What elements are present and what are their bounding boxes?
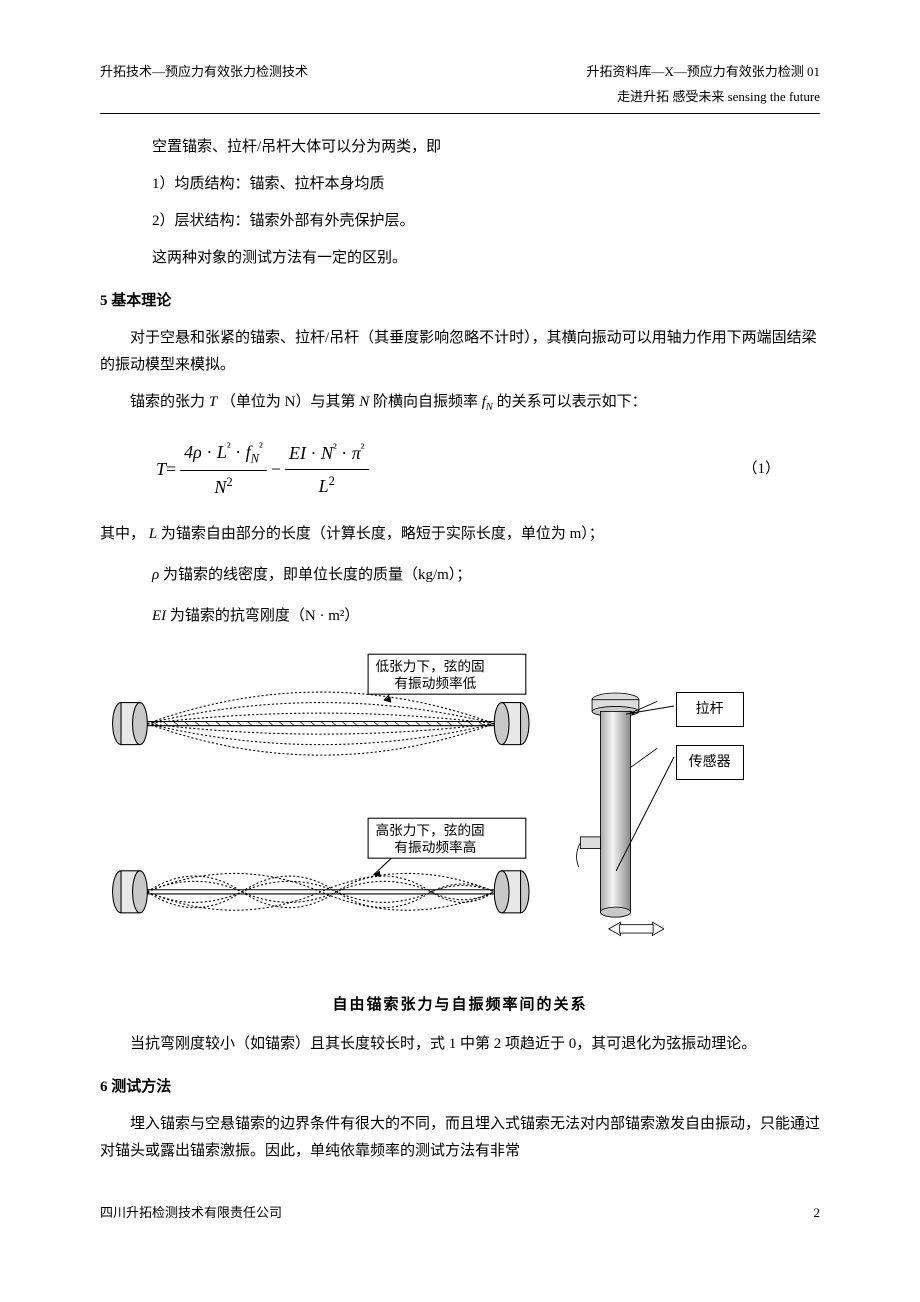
var-f-sub: N [486,402,493,413]
section5-title: 5 基本理论 [100,288,820,315]
p2-pre: 锚索的张力 [130,394,205,410]
f2n6: ² [361,441,365,455]
page-footer: 四川升拓检测技术有限责任公司 2 [100,1201,820,1224]
hatch-top [153,722,484,726]
frac1-num: 4ρ · L² · fN² [180,436,267,471]
formula-eq: = [166,453,176,485]
f2n2: N [321,443,333,463]
label-sensor: 传感器 [676,745,744,780]
var-fN: fN [482,394,497,410]
formula-row: T = 4ρ · L² · fN² N2 − EI · N² · π² L2 （… [156,436,820,504]
figure-caption: 自由锚索张力与自振频率间的关系 [100,992,820,1019]
figure-right: 拉杆 传感器 [572,688,820,939]
figure-left: 低张力下，弦的固 有振动频率低 [100,650,542,975]
label-high-l2: 有振动频率高 [394,839,476,855]
intro-li1: 1）均质结构：锚索、拉杆本身均质 [122,171,820,198]
f1n7: N [251,451,259,465]
anchor-top-right [494,703,529,745]
anchor-bot-left [113,871,148,913]
where-rho: ρ 为锚索的线密度，即单位长度的质量（kg/m）； [122,562,820,589]
section6-p1: 埋入锚索与空悬锚索的边界条件有很大的不同，而且埋入式锚索无法对内部锚索激发自由振… [100,1111,820,1165]
intro-p1: 空置锚索、拉杆/吊杆大体可以分为两类，即 [122,134,820,161]
label-rod: 拉杆 [676,692,744,727]
modes-top [147,692,494,755]
frac2-num: EI · N² · π² [285,437,369,470]
f2n0: EI [289,443,306,463]
page-header: 升拓技术—预应力有效张力检测技术 升拓资料库—X—预应力有效张力检测 01 [100,60,820,83]
footer-left: 四川升拓检测技术有限责任公司 [100,1201,282,1224]
anchor-top-left [113,703,148,745]
f1n5: · [231,442,246,462]
f1n1: ρ [193,442,202,462]
double-arrow-icon [608,922,663,935]
p2-mid2: 阶横向自振频率 [373,394,478,410]
formula: T = 4ρ · L² · fN² N2 − EI · N² · π² L2 [156,436,373,504]
intro-li2: 2）层状结构：锚索外部有外壳保护层。 [122,208,820,235]
f1n0: 4 [184,442,193,462]
f1n2: · [202,442,217,462]
where-L-var: L [149,526,157,542]
p2-post: 的关系可以表示如下： [497,394,647,410]
where-lead: 其中， [100,526,145,542]
label-low-l2: 有振动频率低 [394,675,476,691]
header-rule [100,113,820,114]
pointer-to-rod [626,700,676,720]
where-rho-var: ρ [152,567,159,583]
header-sub: 走进升拓 感受未来 sensing the future [100,85,820,108]
section5-p2: 锚索的张力 T （单位为 N）与其第 N 阶横向自振频率 fN 的关系可以表示如… [100,389,820,418]
label-high-l1: 高张力下，弦的固 [375,822,484,838]
figure-strings-svg: 低张力下，弦的固 有振动频率低 [100,650,542,965]
f2n5: π [352,443,361,463]
formula-frac2: EI · N² · π² L2 [285,437,369,503]
formula-frac1: 4ρ · L² · fN² N2 [180,436,267,504]
frac1-den: N2 [210,471,236,503]
anchor-bot-right [494,871,529,913]
frac2-den: L2 [315,470,339,502]
f1n8: ² [259,440,263,454]
footer-page-number: 2 [814,1201,821,1224]
after-fig-p: 当抗弯刚度较小（如锚索）且其长度较长时，式 1 中第 2 项趋近于 0，其可退化… [100,1031,820,1058]
header-right: 升拓资料库—X—预应力有效张力检测 01 [586,60,820,83]
formula-minus: − [271,453,281,485]
section5-p1: 对于空悬和张紧的锚索、拉杆/吊杆（其垂度影响忽略不计时），其横向振动可以用轴力作… [100,325,820,379]
section6-title: 6 测试方法 [100,1074,820,1101]
f2n1: · [306,443,321,463]
f2n4: · [337,443,352,463]
label-low-l1: 低张力下，弦的固 [375,659,484,674]
header-left: 升拓技术—预应力有效张力检测技术 [100,60,308,83]
where-rho-text: 为锚索的线密度，即单位长度的质量（kg/m）； [163,567,471,583]
pointer-to-sensor [616,753,676,873]
figure-right-labels: 拉杆 传感器 [676,692,744,780]
where-EI-var: EI [152,608,166,624]
p2-mid1: （单位为 N）与其第 [221,394,356,410]
formula-lhs: T [156,453,166,485]
figure-wrap: 低张力下，弦的固 有振动频率低 [100,650,820,975]
where-EI: EI 为锚索的抗弯刚度（N · m²） [122,603,820,630]
var-N: N [359,394,369,410]
where-L: 其中， L 为锚索自由部分的长度（计算长度，略短于实际长度，单位为 m）； [100,521,820,548]
var-T: T [209,394,217,410]
where-EI-text: 为锚索的抗弯刚度（N · m²） [170,608,360,624]
modes-bot [147,874,494,911]
where-L-text: 为锚索自由部分的长度（计算长度，略短于实际长度，单位为 m）； [161,526,604,542]
intro-p2: 这两种对象的测试方法有一定的区别。 [122,245,820,272]
f1n3: L [217,442,227,462]
formula-number: （1） [742,456,780,483]
